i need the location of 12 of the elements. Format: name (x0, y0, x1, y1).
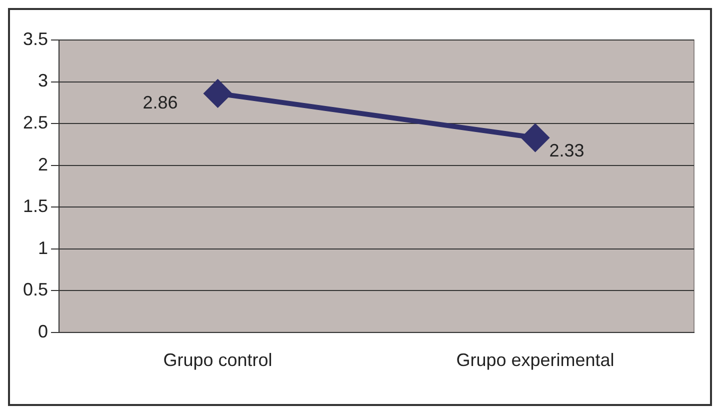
y-tick-label: 3 (38, 70, 48, 91)
data-label: 2.86 (142, 92, 178, 112)
y-tick-label: 3.5 (22, 28, 48, 49)
y-tick-label: 1 (38, 238, 48, 258)
y-tick-label: 0.5 (22, 280, 48, 300)
x-tick-label: Grupo experimental (456, 350, 614, 370)
y-tick-label: 2 (38, 154, 48, 174)
y-tick-label: 1.5 (22, 196, 48, 216)
y-tick-label: 0 (38, 321, 48, 342)
y-tick-label: 2.5 (22, 112, 48, 133)
x-tick-label: Grupo control (163, 350, 272, 370)
data-label: 2.33 (549, 140, 584, 161)
